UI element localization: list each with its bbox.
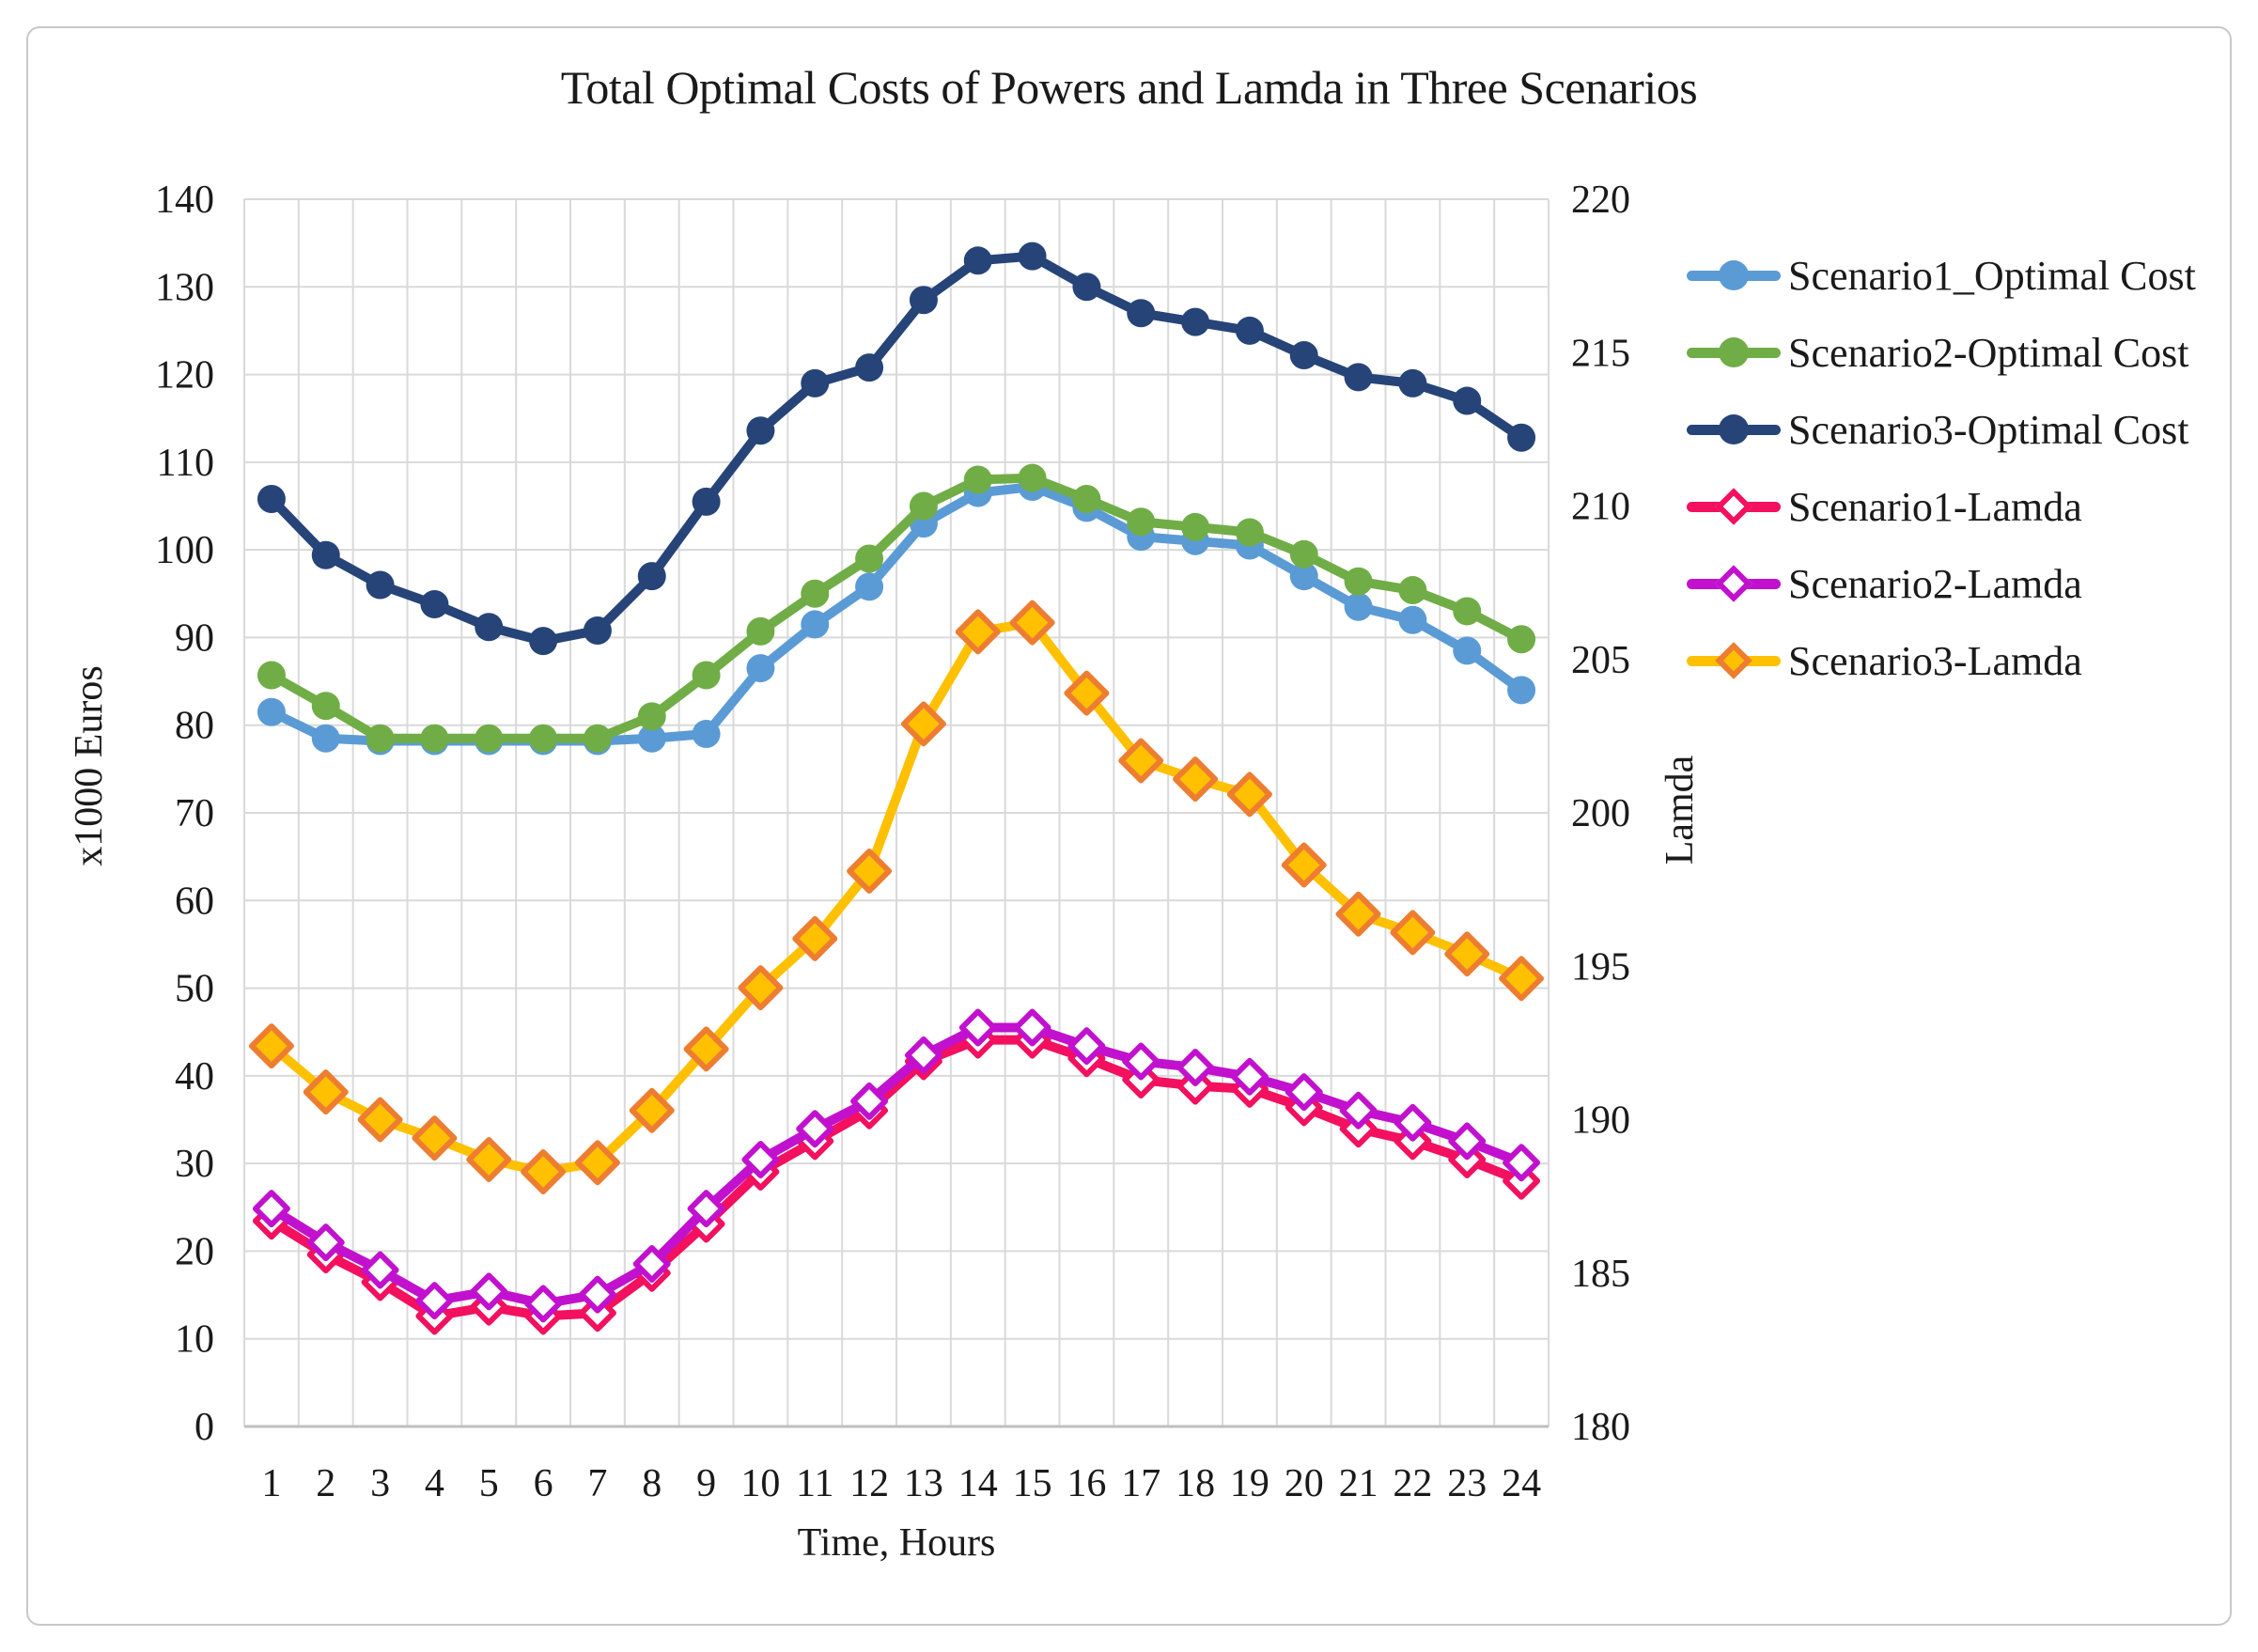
legend-item-scenario1-optimal-cost: Scenario1_Optimal Cost: [1687, 237, 2196, 314]
circle-marker-icon: [1719, 337, 1749, 367]
legend-item-scenario1-lamda: Scenario1-Lamda: [1687, 468, 2196, 545]
svg-text:11: 11: [796, 1462, 833, 1505]
svg-text:13: 13: [904, 1462, 943, 1505]
svg-text:30: 30: [175, 1143, 214, 1186]
scenario1-optimal-cost-swatch-icon: [1687, 260, 1781, 290]
svg-text:80: 80: [175, 705, 214, 748]
scenario3-optimal-cost-swatch-icon: [1687, 414, 1781, 444]
legend-item-scenario3-optimal-cost: Scenario3-Optimal Cost: [1687, 391, 2196, 468]
svg-text:12: 12: [849, 1462, 889, 1505]
right-axis-tick-labels: 180 185 190 195 200 205 210 215 220: [1571, 179, 1630, 1449]
x-axis-tick-labels: 1 2 3 4 5 6 7 8 9 10 11 12 13 14 15 16 17 18 19 20 21 22 23 24: [261, 1462, 1541, 1505]
svg-text:200: 200: [1571, 792, 1630, 835]
svg-text:6: 6: [534, 1462, 553, 1505]
legend-label: Scenario1-Lamda: [1788, 483, 2082, 530]
svg-text:10: 10: [175, 1318, 214, 1362]
right-axis-title: Lamda: [1658, 755, 1702, 865]
svg-text:205: 205: [1571, 639, 1630, 682]
svg-text:110: 110: [157, 442, 214, 485]
scenario3-lamda-swatch-icon: [1687, 642, 1781, 679]
series-scenario3-lamda: [248, 600, 1545, 1195]
svg-text:16: 16: [1067, 1462, 1106, 1505]
svg-text:14: 14: [958, 1462, 998, 1505]
svg-text:19: 19: [1230, 1462, 1269, 1505]
svg-text:120: 120: [155, 354, 214, 397]
svg-text:185: 185: [1571, 1253, 1630, 1296]
svg-text:3: 3: [370, 1462, 390, 1505]
svg-text:18: 18: [1176, 1462, 1215, 1505]
series-scenario2-lamda: [252, 1008, 1541, 1323]
legend-item-scenario3-lamda: Scenario3-Lamda: [1687, 622, 2196, 699]
svg-text:23: 23: [1447, 1462, 1487, 1505]
svg-text:60: 60: [175, 880, 214, 923]
scenario2-lamda-swatch-icon: [1687, 565, 1781, 602]
scenario2-optimal-cost-swatch-icon: [1687, 337, 1781, 367]
svg-text:4: 4: [425, 1462, 444, 1505]
svg-text:130: 130: [155, 266, 214, 309]
svg-text:220: 220: [1571, 179, 1630, 222]
left-axis-tick-labels: 0 10 20 30 40 50 60 70 80 90 100 110 120 130 140: [155, 179, 214, 1449]
legend-item-scenario2-lamda: Scenario2-Lamda: [1687, 545, 2196, 622]
svg-text:21: 21: [1339, 1462, 1378, 1505]
svg-text:10: 10: [740, 1462, 780, 1505]
svg-text:22: 22: [1393, 1462, 1432, 1505]
svg-text:100: 100: [155, 529, 214, 572]
circle-marker-icon: [1719, 260, 1749, 290]
svg-text:70: 70: [175, 792, 214, 835]
svg-text:180: 180: [1571, 1406, 1630, 1449]
svg-text:140: 140: [155, 179, 214, 222]
legend-label: Scenario1_Optimal Cost: [1788, 252, 2196, 299]
legend-item-scenario2-optimal-cost: Scenario2-Optimal Cost: [1687, 314, 2196, 391]
circle-marker-icon: [1719, 414, 1749, 444]
svg-text:2: 2: [316, 1462, 335, 1505]
legend-label: Scenario2-Optimal Cost: [1788, 329, 2189, 376]
series-scenario2-optimal-cost: [257, 463, 1536, 753]
svg-text:20: 20: [175, 1230, 214, 1273]
svg-text:190: 190: [1571, 1099, 1630, 1143]
svg-text:50: 50: [175, 968, 214, 1011]
legend-label: Scenario3-Optimal Cost: [1788, 406, 2189, 453]
svg-text:7: 7: [587, 1462, 607, 1505]
svg-text:1: 1: [261, 1462, 281, 1505]
svg-text:15: 15: [1013, 1462, 1052, 1505]
svg-text:215: 215: [1571, 332, 1630, 375]
svg-text:195: 195: [1571, 945, 1630, 989]
svg-text:210: 210: [1571, 486, 1630, 529]
scenario1-lamda-swatch-icon: [1687, 488, 1781, 525]
left-axis-title: x1000 Euros: [68, 665, 111, 866]
svg-text:0: 0: [195, 1406, 214, 1449]
x-axis-title: Time, Hours: [797, 1521, 996, 1565]
diamond-marker-icon: [1715, 565, 1752, 602]
svg-text:90: 90: [175, 616, 214, 660]
legend-label: Scenario2-Lamda: [1788, 560, 2082, 607]
gridlines: [243, 198, 1549, 1427]
svg-text:20: 20: [1285, 1462, 1324, 1505]
svg-text:9: 9: [696, 1462, 716, 1505]
svg-text:5: 5: [479, 1462, 499, 1505]
legend-label: Scenario3-Lamda: [1788, 637, 2082, 684]
svg-text:24: 24: [1502, 1462, 1541, 1505]
svg-text:8: 8: [642, 1462, 662, 1505]
chart-title: Total Optimal Costs of Powers and Lamda …: [560, 61, 1698, 114]
diamond-marker-icon: [1715, 642, 1752, 679]
legend: Scenario1_Optimal Cost Scenario2-Optimal…: [1687, 237, 2196, 699]
diamond-marker-icon: [1715, 488, 1752, 525]
svg-text:40: 40: [175, 1055, 214, 1099]
series-scenario3-optimal-cost: [257, 242, 1536, 656]
svg-text:17: 17: [1121, 1462, 1160, 1505]
